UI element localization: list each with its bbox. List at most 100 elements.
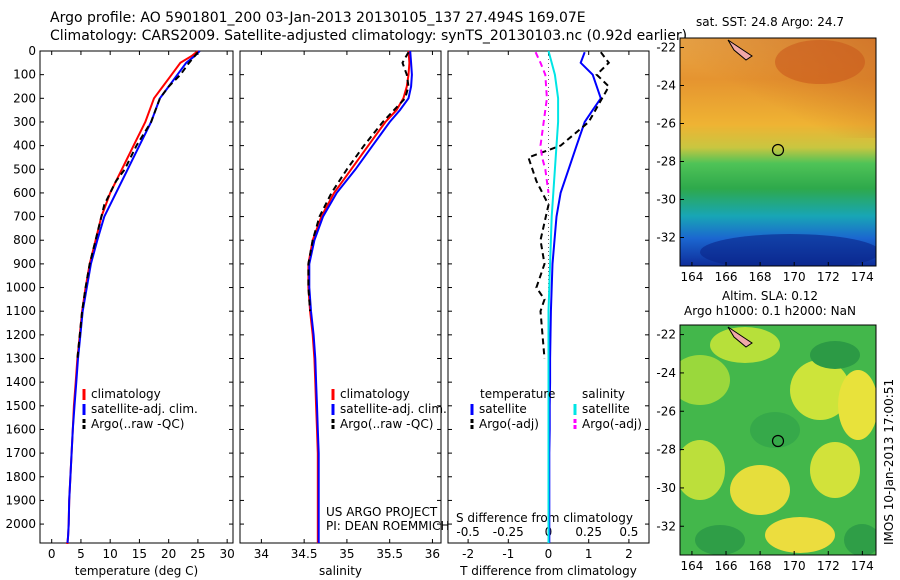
sst-map: sat. SST: 24.8 Argo: 24.7 164 166 168 170 17…	[656, 15, 877, 284]
sla-anomaly-patches	[680, 327, 876, 555]
sst-cold-patch	[700, 234, 876, 266]
series-line-argo-adj-	[534, 51, 550, 194]
s-tick-label: 0.25	[575, 525, 602, 539]
y-tick-label: 1600	[5, 422, 36, 436]
temperature-panel: 0 5 10 15 20 25 30 temperature (deg C) 0 100 200 30…	[5, 44, 234, 578]
x-tick-label: 1	[585, 547, 593, 561]
x-tick-label: 20	[161, 547, 176, 561]
legend-label: Argo(-adj)	[479, 417, 539, 431]
series-line-satellite	[548, 51, 602, 543]
x-tick-label: 30	[220, 547, 235, 561]
series-line-satellite	[547, 50, 560, 543]
x-tick-label: 5	[77, 547, 85, 561]
y-tick-label: 200	[13, 91, 36, 105]
map-x-tick-label: 168	[749, 270, 772, 284]
series-line-satellite-adj-clim-	[66, 50, 201, 544]
figure-title-line1: Argo profile: AO 5901801_200 03-Jan-2013…	[50, 10, 586, 26]
sla-coastline	[727, 326, 753, 348]
map-y-tick-label: -28	[656, 443, 676, 457]
x-axis-label: salinity	[319, 564, 362, 578]
map-y-tick-label: -28	[656, 155, 676, 169]
map-x-tick-label: 166	[715, 270, 738, 284]
map-x-tick-label: 174	[851, 559, 874, 573]
legend-label: climatology	[91, 387, 161, 401]
sst-map-title: sat. SST: 24.8 Argo: 24.7	[696, 15, 844, 29]
map-x-tick-label: 170	[783, 559, 806, 573]
y-tick-label: 900	[13, 257, 36, 271]
map-x-tick-label: 172	[817, 559, 840, 573]
sla-map-title-line1: Altim. SLA: 0.12	[722, 289, 818, 303]
credits-project: US ARGO PROJECT	[326, 505, 438, 519]
s-tick-label: 0.5	[619, 525, 638, 539]
s-tick-label: -0.25	[493, 525, 524, 539]
y-tick-label: 2000	[5, 517, 36, 531]
series-line-argo-raw-qc-	[307, 51, 410, 312]
y-tick-label: 1300	[5, 352, 36, 366]
y-tick-label: 1700	[5, 446, 36, 460]
map-y-tick-label: -32	[656, 231, 676, 245]
sst-map-frame	[679, 37, 877, 267]
y-tick-label: 1900	[5, 493, 36, 507]
map-x-tick-label: 174	[851, 270, 874, 284]
x-tick-label: -1	[502, 547, 514, 561]
footer-timestamp: IMOS 10-Jan-2013 17:00:51	[882, 379, 896, 545]
map-y-tick-label: -24	[656, 79, 676, 93]
legend-title-salinity: salinity	[582, 387, 625, 401]
x-tick-label: 35.5	[376, 547, 403, 561]
difference-panel: -2 -1 0 1 2 T difference from climatology -0.5…	[447, 50, 650, 578]
plot-frame	[239, 50, 442, 544]
series-line-argo-adj-	[527, 51, 611, 359]
y-tick-label: 700	[13, 210, 36, 224]
map-y-tick-label: -30	[656, 481, 676, 495]
plot-frame	[39, 50, 234, 544]
sst-coastline	[727, 39, 753, 61]
series-line-satellite-adj-clim-	[308, 50, 413, 543]
y-tick-label: 1000	[5, 281, 36, 295]
x-tick-label: 34	[254, 547, 269, 561]
x-tick-label: 25	[190, 547, 205, 561]
map-y-tick-label: -32	[656, 519, 676, 533]
map-y-tick-label: -22	[656, 41, 676, 55]
sla-argo-marker	[771, 434, 785, 448]
y-tick-label: 500	[13, 162, 36, 176]
legend-title-temperature: temperature	[480, 387, 555, 401]
legend-label: satellite-adj. clim.	[91, 402, 198, 416]
map-y-tick-label: -22	[656, 328, 676, 342]
map-x-tick-label: 166	[715, 559, 738, 573]
x-tick-label: 0	[545, 547, 553, 561]
x-tick-label: 2	[625, 547, 633, 561]
legend-label: Argo(-adj)	[582, 417, 642, 431]
map-x-tick-label: 170	[783, 270, 806, 284]
map-y-tick-label: -26	[656, 117, 676, 131]
legend-label: satellite	[479, 402, 527, 416]
y-tick-label: 1100	[5, 304, 36, 318]
sla-map-frame	[679, 324, 877, 556]
legend-label: satellite	[582, 402, 630, 416]
y-tick-label: 0	[28, 44, 36, 58]
credits-pi: PI: DEAN ROEMMICH	[326, 519, 449, 533]
figure-title-line2: Climatology: CARS2009. Satellite-adjuste…	[50, 28, 687, 44]
legend-label: climatology	[340, 387, 410, 401]
y-tick-label: 400	[13, 139, 36, 153]
y-tick-label: 1500	[5, 399, 36, 413]
x-tick-label: 15	[132, 547, 147, 561]
y-tick-label: 600	[13, 186, 36, 200]
x-axis-label: T difference from climatology	[459, 564, 637, 578]
x-tick-label: -2	[462, 547, 474, 561]
y-tick-label: 300	[13, 115, 36, 129]
x-tick-label: 10	[103, 547, 118, 561]
sst-argo-marker	[771, 143, 785, 157]
s-tick-label: -0.5	[456, 525, 479, 539]
sst-warm-patch	[775, 40, 865, 84]
x-tick-label: 35	[339, 547, 354, 561]
map-y-tick-label: -30	[656, 193, 676, 207]
legend-label: Argo(..raw -QC)	[91, 417, 184, 431]
legend-label: satellite-adj. clim.	[340, 402, 447, 416]
x-tick-label: 36	[425, 547, 440, 561]
sla-map: Altim. SLA: 0.12 Argo h1000: 0.1 h2000: …	[656, 289, 877, 573]
map-x-tick-label: 164	[680, 270, 703, 284]
map-y-tick-label: -26	[656, 404, 676, 418]
s-axis-label: S difference from climatology	[456, 511, 633, 525]
series-line-argo-raw-qc-	[76, 51, 199, 359]
